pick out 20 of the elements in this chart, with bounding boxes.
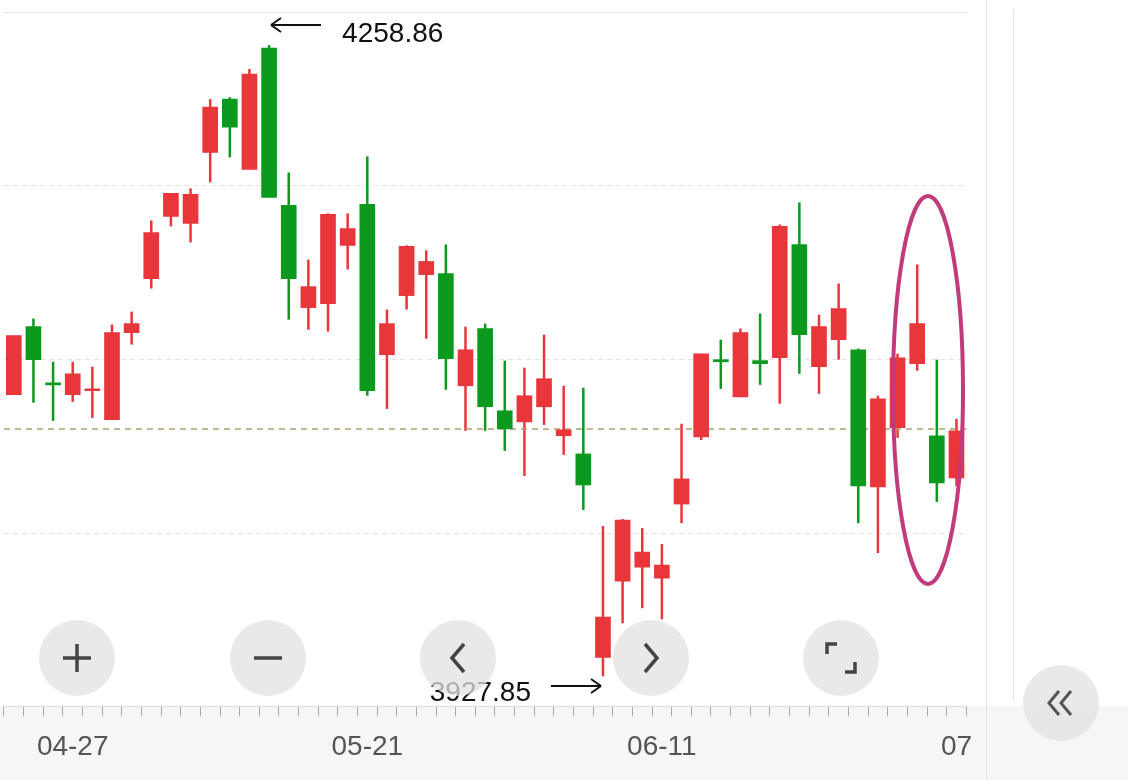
annotation: 4258.86 [342, 16, 444, 48]
x-tick-label: 05-21 [331, 729, 404, 761]
candlestick [712, 338, 729, 391]
candlestick [163, 192, 179, 228]
candlestick [84, 365, 101, 420]
candlestick [555, 384, 572, 457]
candlestick [339, 212, 356, 271]
x-tick-label: 04-27 [36, 729, 109, 761]
candlestick [752, 312, 768, 387]
candlestick [64, 360, 81, 404]
candlestick [634, 526, 651, 610]
candlestick [496, 359, 513, 453]
candlestick [123, 310, 140, 346]
candlestick [418, 249, 435, 340]
candlestick [300, 258, 317, 331]
candlestick [45, 360, 61, 423]
x-tick-label: 06-11 [627, 729, 697, 761]
annotation: 3927.85 [429, 676, 531, 708]
x-tick-label: 07 [940, 729, 973, 761]
candlestick [654, 542, 670, 621]
